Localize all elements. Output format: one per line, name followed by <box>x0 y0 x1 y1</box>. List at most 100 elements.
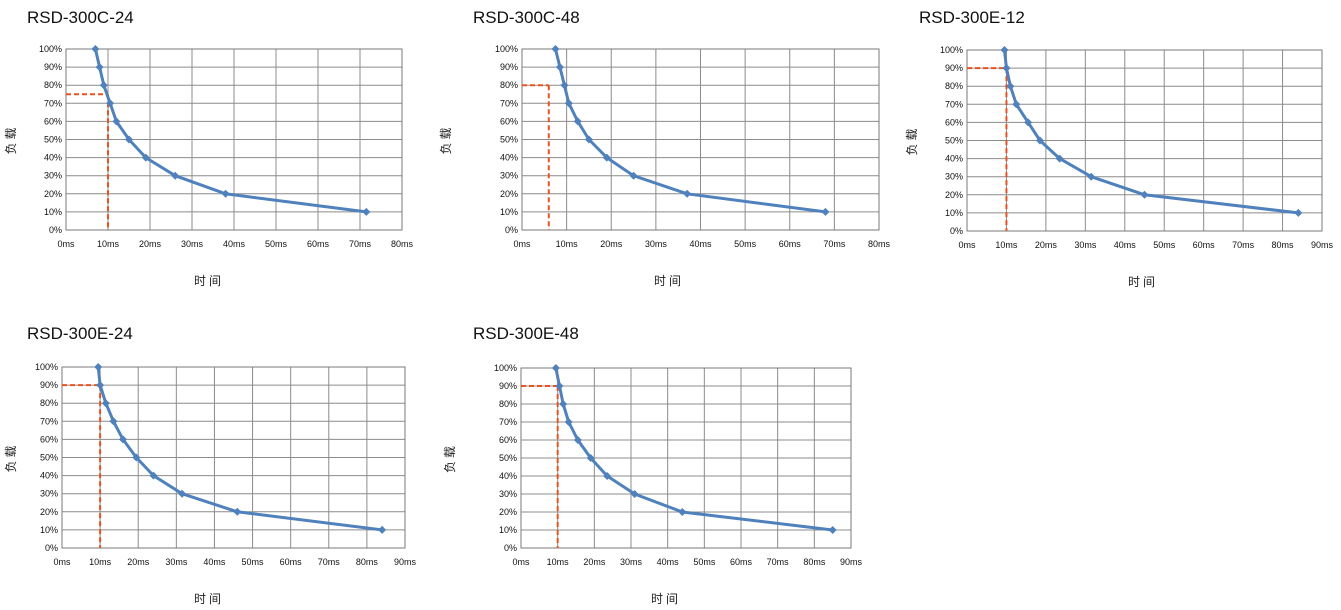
data-point <box>560 81 569 90</box>
y-tick-label: 50% <box>40 453 58 463</box>
data-point <box>106 99 115 108</box>
y-tick-label: 80% <box>945 81 963 91</box>
y-tick-label: 50% <box>44 135 62 145</box>
chart-title: RSD-300E-24 <box>27 324 133 343</box>
plot-border <box>520 367 852 549</box>
x-tick-label: 20ms <box>139 239 162 249</box>
series-line <box>93 48 367 214</box>
x-tick-label: 10ms <box>97 239 120 249</box>
x-tick-label: 80ms <box>1272 240 1295 250</box>
chart-title: RSD-300E-12 <box>919 8 1025 27</box>
data-point <box>551 364 560 372</box>
data-point <box>559 400 568 408</box>
y-tick-label: 90% <box>40 380 58 390</box>
x-axis-label: 时间 <box>194 274 224 288</box>
data-point <box>584 135 593 144</box>
data-point <box>362 207 371 216</box>
y-tick-label: 30% <box>499 489 517 499</box>
plot-area: 0% 10% 20% 30% 40% 50% 60% 70% 80% 90% 100% 0ms 10ms… <box>443 363 863 606</box>
y-tick-label: 100% <box>495 44 518 54</box>
y-tick-label: 40% <box>500 153 518 163</box>
y-tick-label: 40% <box>44 153 62 163</box>
x-tick-label: 50ms <box>265 239 288 249</box>
data-point <box>99 81 108 90</box>
data-point <box>101 399 110 408</box>
y-tick-label: 40% <box>40 471 58 481</box>
y-tick-label: 70% <box>40 416 58 426</box>
y-tick-label: 30% <box>44 171 62 181</box>
y-tick-label: 10% <box>500 207 518 217</box>
y-tick-label: 80% <box>40 398 58 408</box>
y-tick-label: 60% <box>499 435 517 445</box>
data-point <box>178 489 187 498</box>
y-tick-label: 20% <box>499 507 517 517</box>
data-point <box>630 490 639 498</box>
data-point <box>118 435 127 444</box>
x-axis-label: 时间 <box>651 592 681 606</box>
x-tick-label: 0ms <box>513 239 531 249</box>
x-tick-label: 40ms <box>1114 240 1137 250</box>
x-tick-label: 20ms <box>583 557 606 567</box>
data-point <box>586 454 595 462</box>
series-line <box>96 366 383 532</box>
y-tick-label: 20% <box>945 190 963 200</box>
y-tick-label: 0% <box>504 543 517 553</box>
chart-rsd-300e-24: RSD-300E-24 0% 10% 20% 30% 40% 50% 60% 70% 80% 90… <box>4 324 447 610</box>
plot-border <box>61 366 406 549</box>
x-axis-label: 时间 <box>1128 275 1158 289</box>
x-tick-label: 30ms <box>1074 240 1097 250</box>
x-tick-label: 0ms <box>512 557 530 567</box>
y-tick-label: 90% <box>945 63 963 73</box>
x-tick-label: 70ms <box>767 557 790 567</box>
y-tick-label: 60% <box>44 116 62 126</box>
series-line <box>1002 49 1299 215</box>
y-tick-label: 40% <box>499 471 517 481</box>
y-tick-label: 10% <box>945 208 963 218</box>
data-point <box>1294 208 1303 217</box>
y-tick-label: 90% <box>44 62 62 72</box>
y-axis-label: 负载 <box>443 443 457 473</box>
y-tick-label: 20% <box>44 189 62 199</box>
data-point <box>1000 46 1009 54</box>
x-tick-label: 50ms <box>734 239 757 249</box>
x-tick-label: 50ms <box>1153 240 1176 250</box>
x-tick-label: 50ms <box>693 557 716 567</box>
x-tick-label: 10ms <box>556 239 579 249</box>
y-tick-label: 0% <box>45 543 58 553</box>
x-tick-label: 0ms <box>53 557 71 567</box>
y-tick-label: 70% <box>499 417 517 427</box>
data-point <box>149 471 158 480</box>
plot-border <box>65 48 403 231</box>
data-point <box>573 436 582 444</box>
data-point <box>1140 190 1149 199</box>
x-tick-label: 60ms <box>730 557 753 567</box>
y-axis-label: 负载 <box>4 124 18 154</box>
data-point <box>1006 82 1015 91</box>
data-point <box>1087 172 1096 181</box>
y-tick-label: 30% <box>500 171 518 181</box>
x-tick-label: 60ms <box>307 239 330 249</box>
data-point <box>112 117 121 126</box>
data-point <box>109 417 118 426</box>
y-tick-label: 90% <box>499 381 517 391</box>
x-tick-label: 10ms <box>89 557 112 567</box>
x-tick-label: 80ms <box>356 557 379 567</box>
data-point <box>95 63 104 72</box>
y-tick-label: 70% <box>44 98 62 108</box>
chart-rsd-300c-48: RSD-300C-48 0% 10% 20% 30% 40% 50% 60% 70% 80% 90… <box>439 8 893 298</box>
y-tick-label: 100% <box>35 362 58 372</box>
y-tick-label: 20% <box>500 189 518 199</box>
x-tick-label: 40ms <box>657 557 680 567</box>
data-point <box>564 418 573 426</box>
x-tick-label: 30ms <box>645 239 668 249</box>
y-axis-label: 负载 <box>4 442 18 472</box>
x-tick-label: 70ms <box>349 239 372 249</box>
y-tick-label: 50% <box>945 136 963 146</box>
x-tick-label: 30ms <box>181 239 204 249</box>
data-point <box>629 171 638 180</box>
data-point <box>564 99 573 108</box>
y-tick-label: 0% <box>950 226 963 236</box>
x-tick-label: 50ms <box>242 557 265 567</box>
data-point <box>1035 136 1044 145</box>
data-point <box>91 45 100 53</box>
